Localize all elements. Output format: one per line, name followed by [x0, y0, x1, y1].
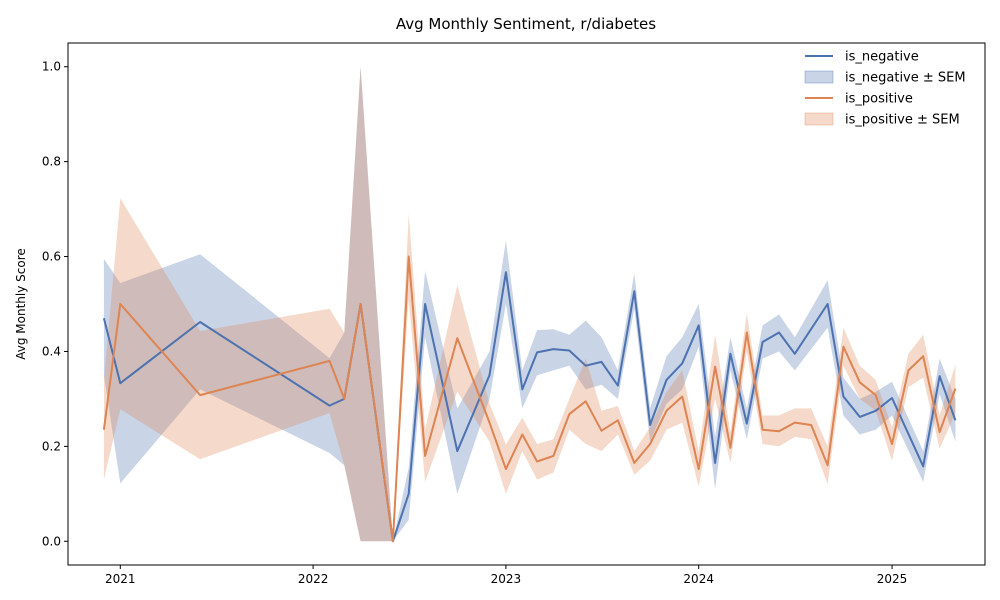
- y-tick-label: 0.2: [42, 439, 61, 453]
- is_positive-line: [102, 255, 957, 543]
- chart-title: Avg Monthly Sentiment, r/diabetes: [396, 15, 656, 33]
- y-tick-label: 0.8: [42, 155, 61, 169]
- x-tick-label: 2025: [877, 572, 908, 586]
- is_negative-sem-band: [103, 66, 956, 542]
- is_positive-band-legend-swatch: [804, 112, 834, 126]
- x-tick-label: 2024: [683, 572, 714, 586]
- axes-frame: [67, 42, 986, 566]
- x-tick-label: 2022: [298, 572, 329, 586]
- is_negative-band-legend-swatch: [804, 70, 834, 84]
- y-axis: 0.0 0.2 0.4 0.6 0.8 1.0: [42, 60, 68, 548]
- y-tick-label: 1.0: [42, 60, 61, 74]
- is_negative-band-legend-label: is_negative ± SEM: [845, 71, 966, 86]
- is_positive-legend-label: is_positive: [845, 92, 913, 107]
- legend: is_negative is_negative ± SEM is_positivei…: [804, 50, 966, 128]
- is_positive-band-legend-label: is_positive ± SEM: [845, 113, 960, 128]
- y-tick-label: 0.6: [42, 250, 61, 264]
- x-tick-label: 2021: [105, 572, 136, 586]
- is_negative-legend-label: is_negative: [845, 50, 919, 65]
- x-axis: 2021 2022 2023 2024 2025: [105, 565, 907, 586]
- y-tick-label: 0.4: [42, 344, 61, 358]
- y-axis-label: Avg Monthly Score: [14, 248, 28, 360]
- x-tick-label: 2023: [491, 572, 522, 586]
- is_negative-line: [102, 271, 957, 543]
- y-tick-label: 0.0: [42, 534, 61, 548]
